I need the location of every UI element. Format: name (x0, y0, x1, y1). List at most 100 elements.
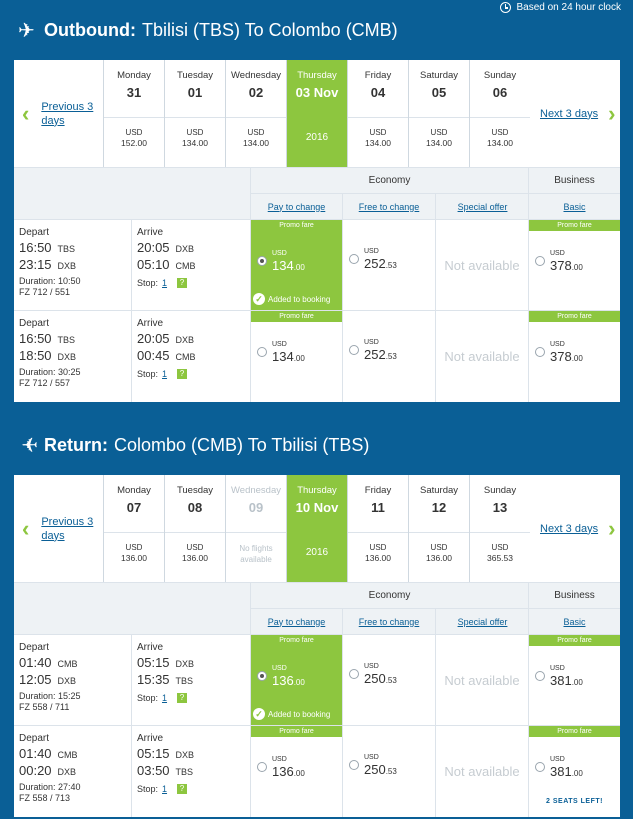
outbound-day[interactable]: Monday 31 USD 152.00 (103, 60, 164, 167)
chevron-left-icon[interactable]: ‹ (22, 100, 30, 126)
arrive-col: Arrive 05:15 DXB 15:35 TBS Stop: 1? (132, 635, 251, 725)
fare-radio[interactable] (349, 669, 359, 679)
basic-link[interactable]: Basic (563, 201, 586, 212)
flight-row: Depart 01:40 CMB 00:20 DXB Duration: 27:40… (14, 726, 620, 817)
return-title: ✈ Return: Colombo (CMB) To Tbilisi (TBS) (18, 434, 369, 457)
chevron-right-icon[interactable]: › (608, 100, 616, 126)
fare-free-to-change[interactable]: USD 252.53 (343, 311, 436, 402)
promo-badge: Promo fare (251, 220, 342, 231)
help-icon[interactable]: ? (177, 784, 188, 794)
help-icon[interactable]: ? (177, 693, 188, 703)
promo-badge: Promo fare (529, 220, 620, 231)
fare-radio[interactable] (257, 256, 267, 266)
promo-badge: Promo fare (251, 635, 342, 646)
special-offer-link[interactable]: Special offer (457, 616, 508, 627)
flight-row: Depart 16:50 TBS 18:50 DXB Duration: 30:25… (14, 311, 620, 402)
fare-business-basic[interactable]: Promo fare USD 378.00 (529, 311, 620, 402)
fare-pay-to-change[interactable]: Promo fare USD 136.00 (251, 726, 343, 817)
return-day-selected[interactable]: Thursday 10 Nov 2016 (286, 475, 347, 582)
fare-radio[interactable] (349, 345, 359, 355)
fare-free-to-change[interactable]: USD 250.53 (343, 635, 436, 725)
fare-pay-to-change-selected[interactable]: Promo fare USD 136.00 ✓ Added to booking (251, 635, 343, 725)
economy-header: Economy Pay to change Free to change Spe… (251, 168, 529, 219)
outbound-day-selected[interactable]: Thursday 03 Nov 2016 (286, 60, 347, 167)
return-day[interactable]: Tuesday 08 USD 136.00 (164, 475, 225, 582)
fare-radio[interactable] (535, 347, 545, 357)
free-to-change-link[interactable]: Free to change (343, 194, 436, 219)
outbound-card: ‹ Previous 3 days Monday 31 USD 152.00 Tue… (14, 60, 620, 402)
fare-radio[interactable] (535, 256, 545, 266)
fare-business-basic[interactable]: Promo fare USD 381.00 2 SEATS LEFT! (529, 726, 620, 817)
depart-col: Depart 01:40 CMB 12:05 DXB Duration: 15:25… (14, 635, 132, 725)
promo-badge: Promo fare (529, 311, 620, 322)
added-to-booking: ✓ Added to booking (253, 708, 330, 720)
fare-header-blank (14, 583, 251, 634)
plane-icon: ✈ (21, 434, 38, 457)
fare-radio[interactable] (535, 671, 545, 681)
chevron-left-icon[interactable]: ‹ (22, 515, 30, 541)
return-next-days[interactable]: Next 3 days › (530, 475, 620, 582)
special-offer-link[interactable]: Special offer (457, 201, 508, 212)
pay-to-change-link[interactable]: Pay to change (251, 609, 343, 634)
outbound-prefix: Outbound: (44, 20, 136, 40)
fare-radio[interactable] (535, 762, 545, 772)
economy-header: Economy Pay to change Free to change Spe… (251, 583, 529, 634)
outbound-day[interactable]: Friday 04 USD 134.00 (347, 60, 408, 167)
outbound-date-strip: ‹ Previous 3 days Monday 31 USD 152.00 Tue… (14, 60, 620, 168)
fare-special-offer: Not available (436, 220, 529, 310)
return-card: ‹ Previous 3 days Monday 07 USD 136.00 Tue… (14, 475, 620, 817)
outbound-day[interactable]: Saturday 05 USD 134.00 (408, 60, 469, 167)
free-to-change-link[interactable]: Free to change (343, 609, 436, 634)
outbound-route: Tbilisi (TBS) To Colombo (CMB) (141, 20, 398, 40)
return-day[interactable]: Monday 07 USD 136.00 (103, 475, 164, 582)
chevron-right-icon[interactable]: › (608, 515, 616, 541)
return-day-disabled: Wednesday 09 No flights available (225, 475, 286, 582)
fare-free-to-change[interactable]: USD 250.53 (343, 726, 436, 817)
return-day[interactable]: Saturday 12 USD 136.00 (408, 475, 469, 582)
return-prev-link[interactable]: Previous 3 days (41, 515, 94, 542)
fare-radio[interactable] (257, 671, 267, 681)
help-icon[interactable]: ? (177, 369, 188, 379)
outbound-prev-link[interactable]: Previous 3 days (41, 100, 94, 127)
fare-pay-to-change-selected[interactable]: Promo fare USD 134.00 ✓ Added to booking (251, 220, 343, 310)
fare-free-to-change[interactable]: USD 252.53 (343, 220, 436, 310)
stop-link[interactable]: 1 (162, 784, 168, 794)
fare-business-basic[interactable]: Promo fare USD 381.00 (529, 635, 620, 725)
return-prev-days[interactable]: ‹ Previous 3 days (14, 475, 103, 582)
fare-radio[interactable] (349, 760, 359, 770)
stop-link[interactable]: 1 (162, 369, 168, 379)
depart-col: Depart 16:50 TBS 18:50 DXB Duration: 30:25… (14, 311, 132, 402)
business-header: Business Basic (529, 168, 620, 219)
return-day[interactable]: Friday 11 USD 136.00 (347, 475, 408, 582)
selected-year: 2016 (305, 547, 329, 558)
return-next-link[interactable]: Next 3 days (540, 522, 599, 535)
outbound-title: ✈ Outbound: Tbilisi (TBS) To Colombo (CM… (18, 20, 398, 41)
fare-radio[interactable] (257, 347, 267, 357)
outbound-next-link[interactable]: Next 3 days (540, 107, 599, 120)
fare-radio[interactable] (349, 254, 359, 264)
outbound-day[interactable]: Wednesday 02 USD 134.00 (225, 60, 286, 167)
outbound-prev-days[interactable]: ‹ Previous 3 days (14, 60, 103, 167)
plane-icon: ✈ (18, 19, 35, 42)
stop-link[interactable]: 1 (162, 693, 168, 703)
fare-pay-to-change[interactable]: Promo fare USD 134.00 (251, 311, 343, 402)
arrive-col: Arrive 20:05 DXB 00:45 CMB Stop: 1? (132, 311, 251, 402)
basic-link[interactable]: Basic (563, 616, 586, 627)
return-fare-header: Economy Pay to change Free to change Spe… (14, 583, 620, 635)
fare-special-offer: Not available (436, 635, 529, 725)
pay-to-change-link[interactable]: Pay to change (251, 194, 343, 219)
help-icon[interactable]: ? (177, 278, 188, 288)
fare-radio[interactable] (257, 762, 267, 772)
outbound-day[interactable]: Sunday 06 USD 134.00 (469, 60, 530, 167)
outbound-day[interactable]: Tuesday 01 USD 134.00 (164, 60, 225, 167)
return-day[interactable]: Sunday 13 USD 365.53 (469, 475, 530, 582)
fare-business-basic[interactable]: Promo fare USD 378.00 (529, 220, 620, 310)
stop-link[interactable]: 1 (162, 278, 168, 288)
selected-year: 2016 (305, 132, 329, 143)
business-label: Business (529, 168, 620, 194)
economy-label: Economy (251, 168, 528, 194)
return-date-strip: ‹ Previous 3 days Monday 07 USD 136.00 Tue… (14, 475, 620, 583)
return-prefix: Return: (44, 435, 108, 455)
promo-badge: Promo fare (529, 726, 620, 737)
outbound-next-days[interactable]: Next 3 days › (530, 60, 620, 167)
